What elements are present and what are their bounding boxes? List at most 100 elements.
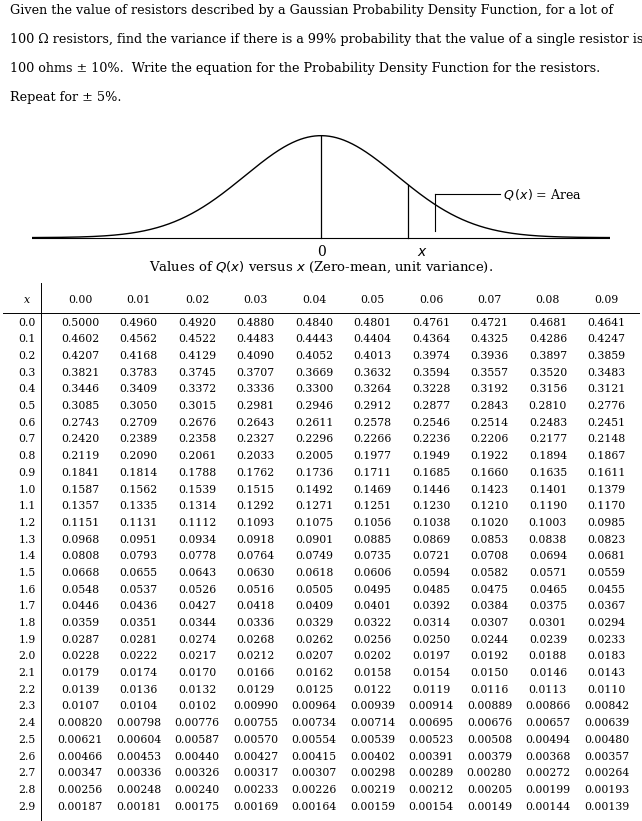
Text: 0.1660: 0.1660 xyxy=(470,468,508,478)
Text: 0.00307: 0.00307 xyxy=(291,768,336,778)
Text: 0.0559: 0.0559 xyxy=(587,568,625,578)
Text: 0.00326: 0.00326 xyxy=(175,768,220,778)
Text: 0.1314: 0.1314 xyxy=(178,502,216,511)
Text: 0.00317: 0.00317 xyxy=(233,768,278,778)
Text: 1.9: 1.9 xyxy=(19,635,36,644)
Text: 2.8: 2.8 xyxy=(19,785,36,795)
Text: 0.3085: 0.3085 xyxy=(61,401,100,411)
Text: 0.0934: 0.0934 xyxy=(178,534,216,544)
Text: 0.00798: 0.00798 xyxy=(116,718,161,728)
Text: 0.0708: 0.0708 xyxy=(471,551,508,562)
Text: 1.2: 1.2 xyxy=(19,518,36,528)
Text: 0.0359: 0.0359 xyxy=(61,618,99,628)
Text: 0.0749: 0.0749 xyxy=(295,551,333,562)
Text: 0.1038: 0.1038 xyxy=(412,518,450,528)
Text: 0.08: 0.08 xyxy=(535,295,560,305)
Text: 0.02: 0.02 xyxy=(185,295,209,305)
Text: 0.00205: 0.00205 xyxy=(467,785,512,795)
Text: 0.00402: 0.00402 xyxy=(350,751,395,762)
Text: 0.00280: 0.00280 xyxy=(467,768,512,778)
Text: 0.00494: 0.00494 xyxy=(525,735,570,745)
Text: 0.0951: 0.0951 xyxy=(119,534,158,544)
Text: 0.4483: 0.4483 xyxy=(236,334,275,344)
Text: 0.2: 0.2 xyxy=(19,351,36,361)
Text: 0.00842: 0.00842 xyxy=(584,701,629,712)
Text: 0.0630: 0.0630 xyxy=(236,568,275,578)
Text: 0.0116: 0.0116 xyxy=(470,685,508,695)
Text: 0.0329: 0.0329 xyxy=(295,618,333,628)
Text: 0.3974: 0.3974 xyxy=(412,351,450,361)
Text: 0.2177: 0.2177 xyxy=(529,434,567,444)
Text: 0.0427: 0.0427 xyxy=(178,601,216,612)
Text: 0.0274: 0.0274 xyxy=(178,635,216,644)
Text: 0.3557: 0.3557 xyxy=(471,368,508,378)
Text: 0.0475: 0.0475 xyxy=(471,585,508,594)
Text: 0.2033: 0.2033 xyxy=(236,452,275,461)
Text: 0.1093: 0.1093 xyxy=(236,518,275,528)
Text: 0.3669: 0.3669 xyxy=(295,368,333,378)
Text: 1.7: 1.7 xyxy=(19,601,36,612)
Text: 0.0244: 0.0244 xyxy=(471,635,508,644)
Text: 1.8: 1.8 xyxy=(19,618,36,628)
Text: 0.1492: 0.1492 xyxy=(295,484,333,494)
Text: 0.00336: 0.00336 xyxy=(116,768,161,778)
Text: 0.0885: 0.0885 xyxy=(353,534,392,544)
Text: 0.4801: 0.4801 xyxy=(353,318,392,328)
Text: 0.1539: 0.1539 xyxy=(178,484,216,494)
Text: 0.00212: 0.00212 xyxy=(408,785,454,795)
Text: 2.1: 2.1 xyxy=(19,668,36,678)
Text: 0.0516: 0.0516 xyxy=(236,585,275,594)
Text: 0.0197: 0.0197 xyxy=(412,651,450,662)
Text: 0.00657: 0.00657 xyxy=(525,718,571,728)
Text: 0.0146: 0.0146 xyxy=(529,668,567,678)
Text: 0.3859: 0.3859 xyxy=(587,351,625,361)
Text: 0.0838: 0.0838 xyxy=(529,534,567,544)
Text: 0.0166: 0.0166 xyxy=(236,668,275,678)
Text: 0.00453: 0.00453 xyxy=(116,751,161,762)
Text: 0.0154: 0.0154 xyxy=(412,668,450,678)
Text: 0.0537: 0.0537 xyxy=(119,585,158,594)
Text: 0.00226: 0.00226 xyxy=(291,785,336,795)
Text: 0.2981: 0.2981 xyxy=(236,401,275,411)
Text: 0.2877: 0.2877 xyxy=(412,401,450,411)
Text: 0.1841: 0.1841 xyxy=(61,468,100,478)
Text: 0.3300: 0.3300 xyxy=(295,384,333,394)
Text: 0.0869: 0.0869 xyxy=(412,534,450,544)
Text: 0.0367: 0.0367 xyxy=(587,601,625,612)
Text: 0.00139: 0.00139 xyxy=(584,801,629,812)
Text: 0.1814: 0.1814 xyxy=(119,468,158,478)
Text: 0.00714: 0.00714 xyxy=(350,718,395,728)
Text: 0.0239: 0.0239 xyxy=(529,635,567,644)
Text: 0.0233: 0.0233 xyxy=(587,635,625,644)
Text: 0.0217: 0.0217 xyxy=(178,651,216,662)
Text: 0.3446: 0.3446 xyxy=(61,384,99,394)
Text: 2.9: 2.9 xyxy=(19,801,36,812)
Text: 0.2514: 0.2514 xyxy=(471,418,508,428)
Text: 0.2266: 0.2266 xyxy=(353,434,392,444)
Text: 0.00175: 0.00175 xyxy=(175,801,220,812)
Text: 0.0409: 0.0409 xyxy=(295,601,333,612)
Text: 0.4286: 0.4286 xyxy=(529,334,567,344)
Text: 0.4: 0.4 xyxy=(19,384,36,394)
Text: 2.6: 2.6 xyxy=(19,751,36,762)
Text: 2.4: 2.4 xyxy=(19,718,36,728)
Text: 0.00440: 0.00440 xyxy=(175,751,220,762)
Text: 0.2090: 0.2090 xyxy=(119,452,158,461)
Text: 0.0418: 0.0418 xyxy=(236,601,275,612)
Text: 0.00990: 0.00990 xyxy=(233,701,278,712)
Text: Given the value of resistors described by a Gaussian Probability Density Functio: Given the value of resistors described b… xyxy=(10,4,613,17)
Text: 0.0808: 0.0808 xyxy=(61,551,100,562)
Text: 0.00889: 0.00889 xyxy=(467,701,512,712)
Text: 1.3: 1.3 xyxy=(19,534,36,544)
Text: 0.1271: 0.1271 xyxy=(295,502,333,511)
Text: 0.00466: 0.00466 xyxy=(58,751,103,762)
Text: 0.00154: 0.00154 xyxy=(408,801,453,812)
Text: 1.1: 1.1 xyxy=(19,502,36,511)
Text: 0.1401: 0.1401 xyxy=(529,484,567,494)
Text: 0.0122: 0.0122 xyxy=(353,685,392,695)
Text: 0.2912: 0.2912 xyxy=(353,401,392,411)
Text: 0.2296: 0.2296 xyxy=(295,434,333,444)
Text: 0.1977: 0.1977 xyxy=(354,452,392,461)
Text: 0.2327: 0.2327 xyxy=(236,434,275,444)
Text: 0.3821: 0.3821 xyxy=(61,368,100,378)
